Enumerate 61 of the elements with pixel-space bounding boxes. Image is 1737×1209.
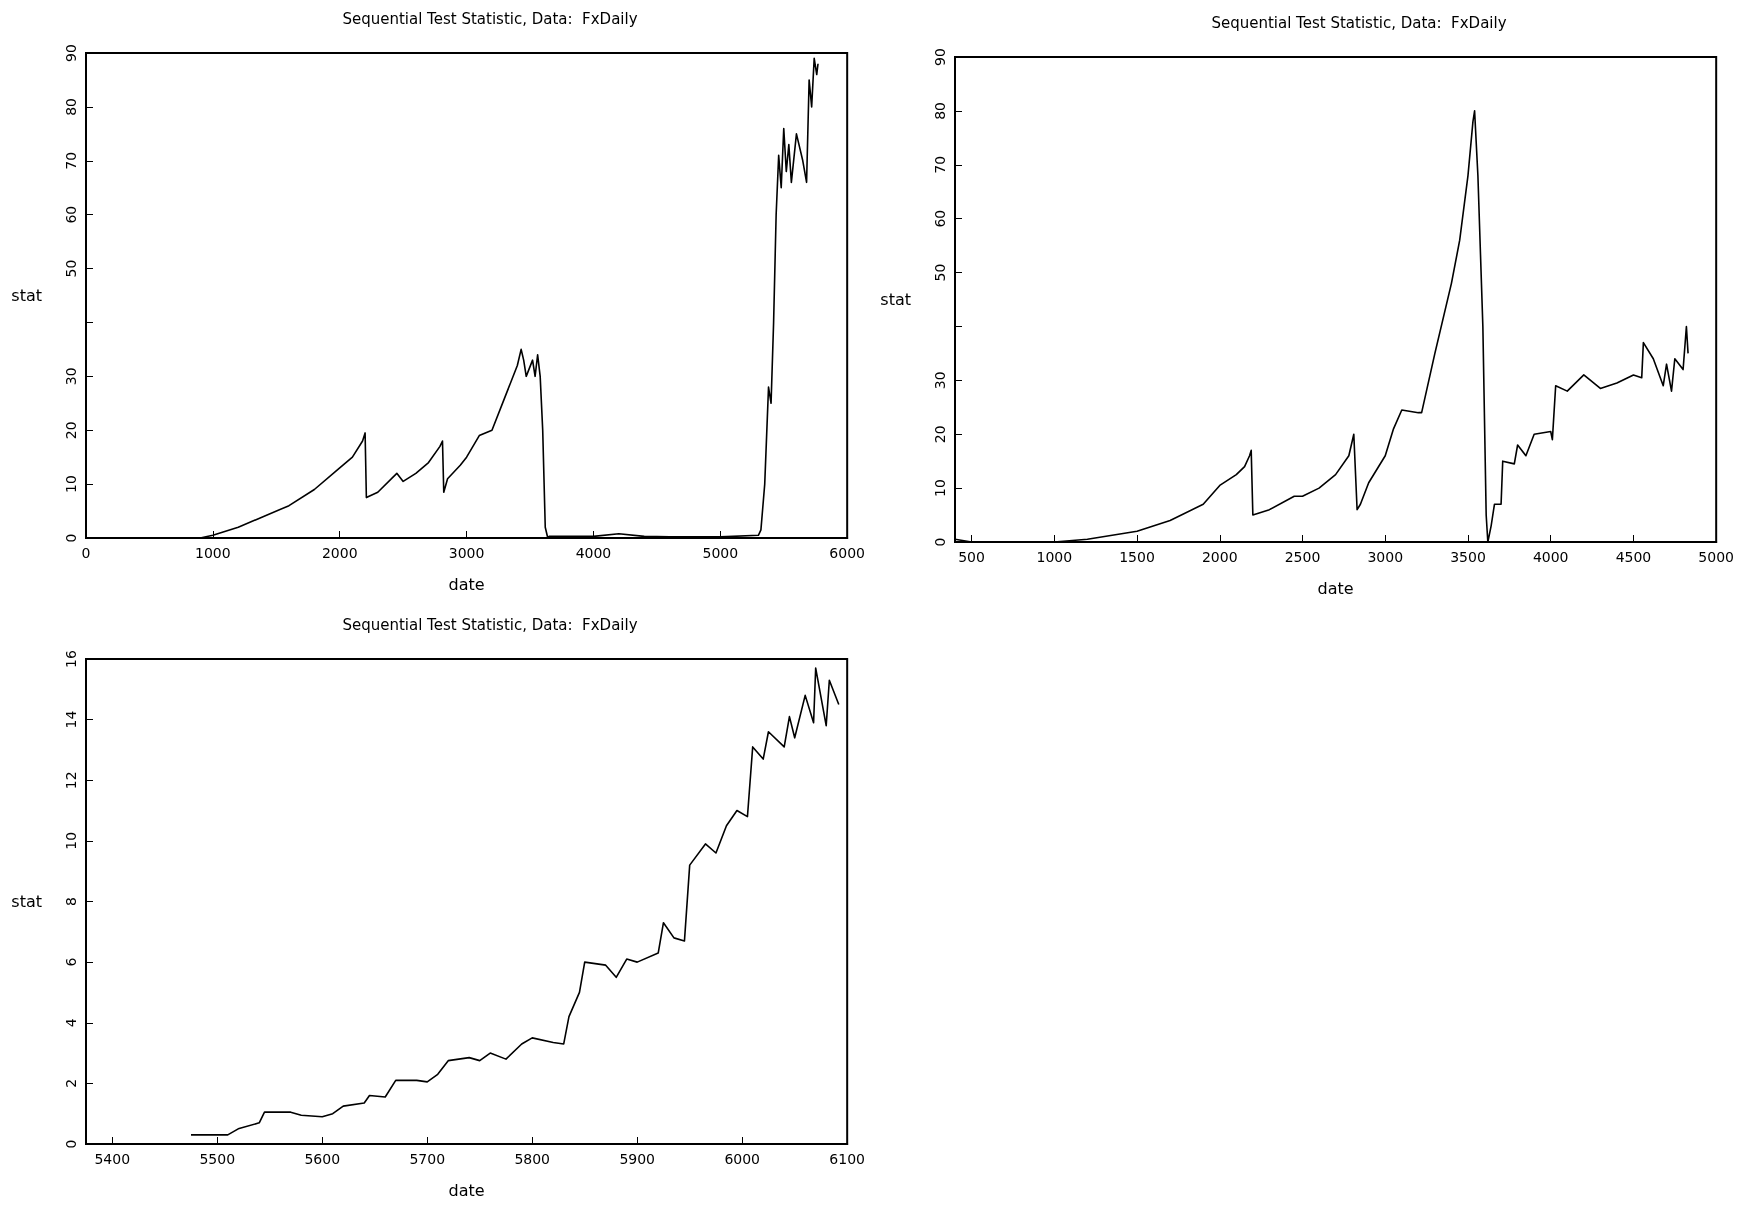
x-tick-label: 5500 [199,1151,236,1167]
x-tick-label: 6000 [724,1151,761,1167]
y-tick-label: 20 [932,425,948,444]
y-tick-label: 30 [63,367,79,386]
y-tick-label: 10 [63,831,79,850]
y-tick-label: 0 [63,533,79,543]
x-tick-label: 6000 [829,545,866,561]
x-tick-label: 5000 [1698,549,1735,565]
x-tick-label: 6100 [829,1151,866,1167]
y-tick-label: 60 [63,205,79,224]
x-tick-label: 5400 [94,1151,131,1167]
y-tick-label: 0 [932,537,948,547]
x-tick-label: 5900 [619,1151,656,1167]
x-tick-label: 4000 [1532,549,1569,565]
y-tick-label: 90 [932,48,948,66]
y-tick-label: 16 [63,650,79,668]
y-tick-label: 2 [63,1078,79,1088]
x-tick-label: 5700 [409,1151,446,1167]
x-tick-label: 3000 [1367,549,1404,565]
x-tick-label: 1000 [195,545,231,561]
y-tick-label: 70 [932,155,948,174]
chart-title: Sequential Test Statistic, Data: FxDaily [342,615,638,634]
y-tick-label: 10 [63,475,79,494]
x-tick-label: 5600 [304,1151,341,1167]
chart-title: Sequential Test Statistic, Data: FxDaily [342,9,638,28]
x-tick-label: 1500 [1119,549,1155,565]
y-tick-label: 12 [63,771,79,790]
x-tick-label: 4500 [1615,549,1652,565]
x-tick-label: 2500 [1284,549,1321,565]
y-tick-label: 20 [63,421,79,440]
y-tick-label: 90 [63,44,79,62]
x-tick-label: 2000 [321,545,358,561]
x-axis-title: date [448,574,485,594]
x-tick-label: 3500 [1450,549,1486,565]
y-tick-label: 0 [63,1139,79,1149]
x-tick-label: 0 [81,545,91,561]
x-tick-label: 3000 [448,545,485,561]
y-axis-title: stat [11,892,42,911]
y-tick-label: 70 [63,151,79,170]
y-tick-label: 80 [63,97,79,116]
x-axis-title: date [1317,578,1354,598]
x-axis-title: date [448,1180,485,1200]
x-tick-label: 5000 [702,545,739,561]
x-tick-label: 4000 [575,545,612,561]
y-tick-label: 30 [932,371,948,390]
y-tick-label: 50 [932,263,948,282]
x-tick-label: 500 [958,549,985,565]
y-tick-label: 14 [63,710,79,729]
y-tick-label: 50 [63,259,79,278]
y-axis-title: stat [11,286,42,305]
x-tick-label: 1000 [1036,549,1073,565]
x-tick-label: 5800 [514,1151,551,1167]
chart-title: Sequential Test Statistic, Data: FxDaily [1211,13,1507,32]
y-tick-label: 80 [932,101,948,120]
y-tick-label: 6 [63,957,79,967]
y-tick-label: 10 [932,479,948,498]
y-tick-label: 8 [63,897,79,906]
y-tick-label: 4 [63,1018,79,1028]
x-tick-label: 2000 [1201,549,1238,565]
y-tick-label: 60 [932,209,948,228]
y-axis-title: stat [880,290,911,309]
